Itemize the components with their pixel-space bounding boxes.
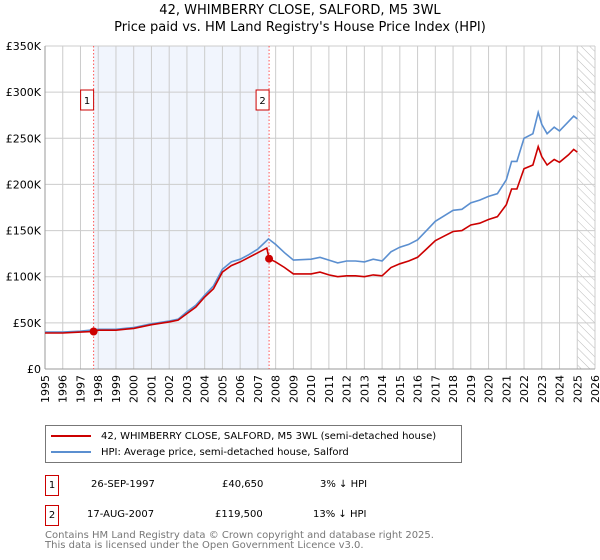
sale-hpi-diff: 3% ↓ HPI [320, 479, 368, 490]
footer: Contains HM Land Registry data © Crown c… [45, 531, 434, 551]
chart-legend: 42, WHIMBERRY CLOSE, SALFORD, M5 3WL (se… [45, 425, 462, 463]
legend-label: HPI: Average price, semi-detached house,… [101, 446, 349, 458]
y-tick-label: £50K [13, 317, 42, 330]
ownership-shade [93, 46, 270, 369]
x-tick-label: 2018 [447, 375, 460, 403]
x-tick-label: 2022 [518, 375, 531, 403]
x-tick-label: 2023 [536, 375, 549, 403]
chart-subtitle: Price paid vs. HM Land Registry's House … [114, 20, 486, 35]
x-tick-label: 2012 [341, 375, 354, 403]
hpi-line [45, 109, 578, 333]
x-tick-label: 2024 [554, 375, 567, 403]
y-tick-label: £250K [6, 132, 42, 145]
footer-copyright: Contains HM Land Registry data © Crown c… [45, 530, 434, 541]
x-tick-label: 2017 [429, 375, 442, 403]
x-tick-label: 1995 [39, 375, 52, 403]
sale-row: 1 26-SEP-1997 £40,650 3% ↓ HPI [45, 475, 465, 496]
x-tick-label: 2014 [376, 375, 389, 403]
future-hatch [577, 46, 595, 369]
x-tick-label: 2001 [145, 375, 158, 403]
property-price-line [45, 143, 578, 334]
legend-swatch-blue [51, 451, 91, 453]
legend-swatch-red [51, 435, 91, 437]
x-tick-label: 2016 [412, 375, 425, 403]
x-tick-label: 2021 [500, 375, 513, 403]
x-tick-label: 2003 [181, 375, 194, 403]
x-tick-label: 1997 [74, 375, 87, 403]
legend-label: 42, WHIMBERRY CLOSE, SALFORD, M5 3WL (se… [101, 430, 437, 442]
footer-licence: This data is licensed under the Open Gov… [45, 540, 364, 551]
x-tick-label: 1999 [110, 375, 123, 403]
y-tick-label: £200K [6, 178, 42, 191]
x-tick-label: 2000 [128, 375, 141, 403]
sale-hpi-diff: 13% ↓ HPI [313, 509, 367, 520]
x-tick-label: 2006 [234, 375, 247, 403]
sale-date: 17-AUG-2007 [87, 509, 155, 520]
y-tick-label: £350K [6, 40, 42, 53]
sale-date: 26-SEP-1997 [91, 479, 155, 490]
x-tick-label: 2009 [287, 375, 300, 403]
x-tick-label: 2011 [323, 375, 336, 403]
legend-item-hpi: HPI: Average price, semi-detached house,… [51, 445, 349, 459]
y-tick-label: £100K [6, 271, 42, 284]
sale-point [265, 254, 274, 263]
sale-price: £40,650 [222, 479, 264, 490]
sale-point [89, 327, 98, 336]
price-chart: 1995 1996 1997 1998 1999 2000 2001 2002 2003 2004… [6, 40, 600, 403]
x-tick-label: 2026 [589, 375, 600, 403]
legend-item-property: 42, WHIMBERRY CLOSE, SALFORD, M5 3WL (se… [51, 429, 436, 443]
sale-label-box [255, 89, 270, 111]
x-tick-label: 2004 [199, 375, 212, 403]
x-tick-label: 2005 [216, 375, 229, 403]
x-tick-label: 2010 [305, 375, 318, 403]
x-tick-label: 2002 [163, 375, 176, 403]
x-tick-label: 2020 [483, 375, 496, 403]
x-tick-label: 2025 [571, 375, 584, 403]
y-tick-label: £0 [27, 363, 41, 376]
x-tick-label: 2007 [252, 375, 265, 403]
x-tick-label: 2013 [358, 375, 371, 403]
x-tick-label: 2015 [394, 375, 407, 403]
sale-marker: 2 [45, 505, 59, 526]
sale-label-box [80, 89, 95, 111]
x-tick-label: 1996 [57, 375, 70, 403]
x-tick-label: 1998 [92, 375, 105, 403]
sale-label: 2 [259, 96, 265, 107]
y-tick-label: £150K [6, 225, 42, 238]
sale-row: 2 17-AUG-2007 £119,500 13% ↓ HPI [45, 505, 465, 526]
x-tick-label: 2008 [270, 375, 283, 403]
sale-label: 1 [84, 96, 90, 107]
y-tick-label: £300K [6, 86, 42, 99]
chart-title: 42, WHIMBERRY CLOSE, SALFORD, M5 3WL [159, 3, 441, 18]
sale-price: £119,500 [215, 509, 263, 520]
sale-marker: 1 [45, 475, 59, 496]
x-tick-label: 2019 [465, 375, 478, 403]
